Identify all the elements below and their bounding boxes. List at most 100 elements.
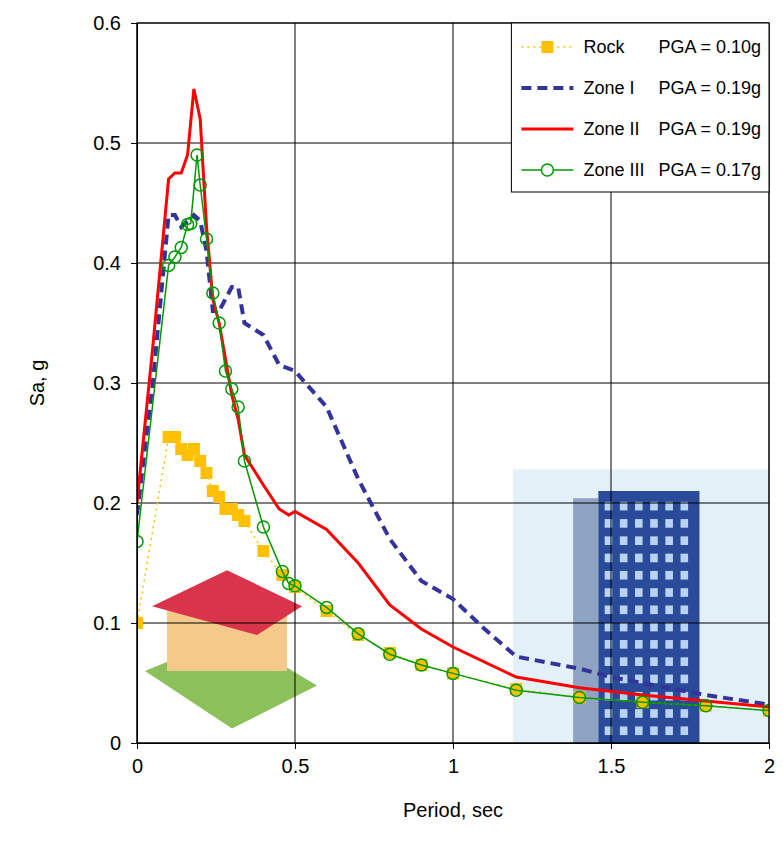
series-marker [763,705,769,717]
tick-label: 0 [110,732,121,754]
series-marker [232,401,244,413]
window [650,623,658,632]
window [681,605,689,614]
window [620,571,628,580]
series-marker [700,700,712,712]
window [635,605,643,614]
series-marker [194,455,206,467]
tick-mark [131,503,137,504]
window [620,726,628,735]
tick-mark [131,23,137,24]
window [635,519,643,528]
x-axis: 00.511.52 [132,743,775,777]
grid-line-y [137,623,769,624]
tick-label: 0.1 [93,612,121,634]
window [665,554,673,563]
tick: 0.6 [93,12,137,34]
window [620,536,628,545]
window [635,623,643,632]
window [650,640,658,649]
legend-entry: Rock PGA = 0.10g [521,37,761,57]
series-marker [276,565,288,577]
window [650,605,658,614]
tick-label: 1 [448,755,459,777]
series-marker [207,287,219,299]
window [635,588,643,597]
tick: 0.3 [93,372,137,394]
series-marker [175,241,187,253]
legend-marker [541,41,553,53]
legend-pga: PGA = 0.10g [658,37,761,57]
series-marker [201,467,213,479]
tick: 0.1 [93,612,137,634]
tick: 1 [448,743,459,777]
window [681,709,689,718]
series-marker [321,601,333,613]
window [650,588,658,597]
window [650,536,658,545]
series-line [137,155,769,711]
tick-mark [131,743,137,744]
legend-pga: PGA = 0.19g [658,119,761,139]
window [650,657,658,666]
tick-label: 1.5 [598,755,626,777]
series-marker [238,455,250,467]
window [635,726,643,735]
tick-mark [453,743,454,749]
legend-swatch [521,86,573,90]
series-marker [257,545,269,557]
decoration [145,469,769,743]
window [650,709,658,718]
tick-mark [769,743,770,749]
window [635,571,643,580]
tick-label: 0 [132,755,143,777]
window [620,640,628,649]
tick-mark [295,743,296,749]
series-marker [226,383,238,395]
tick: 0 [132,743,143,777]
window [681,640,689,649]
window [635,536,643,545]
tick: 0.4 [93,252,137,274]
series-marker [169,431,181,443]
series-line [137,215,769,705]
tick-mark [131,143,137,144]
window [620,605,628,614]
y-axis: 00.10.20.30.40.50.6 [93,12,137,754]
window [635,709,643,718]
window [665,709,673,718]
y-axis-title: Sa, g [26,360,48,407]
tick-mark [131,623,137,624]
series-marker [257,521,269,533]
building-side [573,498,598,743]
window [665,640,673,649]
window [635,554,643,563]
window [665,588,673,597]
legend-label: Rock [583,37,625,57]
series-marker [213,317,225,329]
window [650,554,658,563]
window [681,623,689,632]
legend-entry: Zone III PGA = 0.17g [521,160,761,180]
legend-entry: Zone IIPGA = 0.19g [521,119,761,139]
series-marker [191,149,203,161]
window [665,657,673,666]
tick-mark [611,743,612,749]
tick-label: 0.5 [93,132,121,154]
legend-entry: Zone IPGA = 0.19g [521,78,761,98]
window [681,536,689,545]
tick: 0.5 [282,743,310,777]
tick-label: 0.4 [93,252,121,274]
window [620,623,628,632]
series-marker [201,233,213,245]
window [635,657,643,666]
tick-mark [131,383,137,384]
tick-mark [131,263,137,264]
window [620,554,628,563]
window [665,519,673,528]
window [681,726,689,735]
legend-pga: PGA = 0.17g [658,160,761,180]
legend-label: Zone III [583,160,644,180]
series-marker [219,365,231,377]
plot-frame [137,23,769,743]
